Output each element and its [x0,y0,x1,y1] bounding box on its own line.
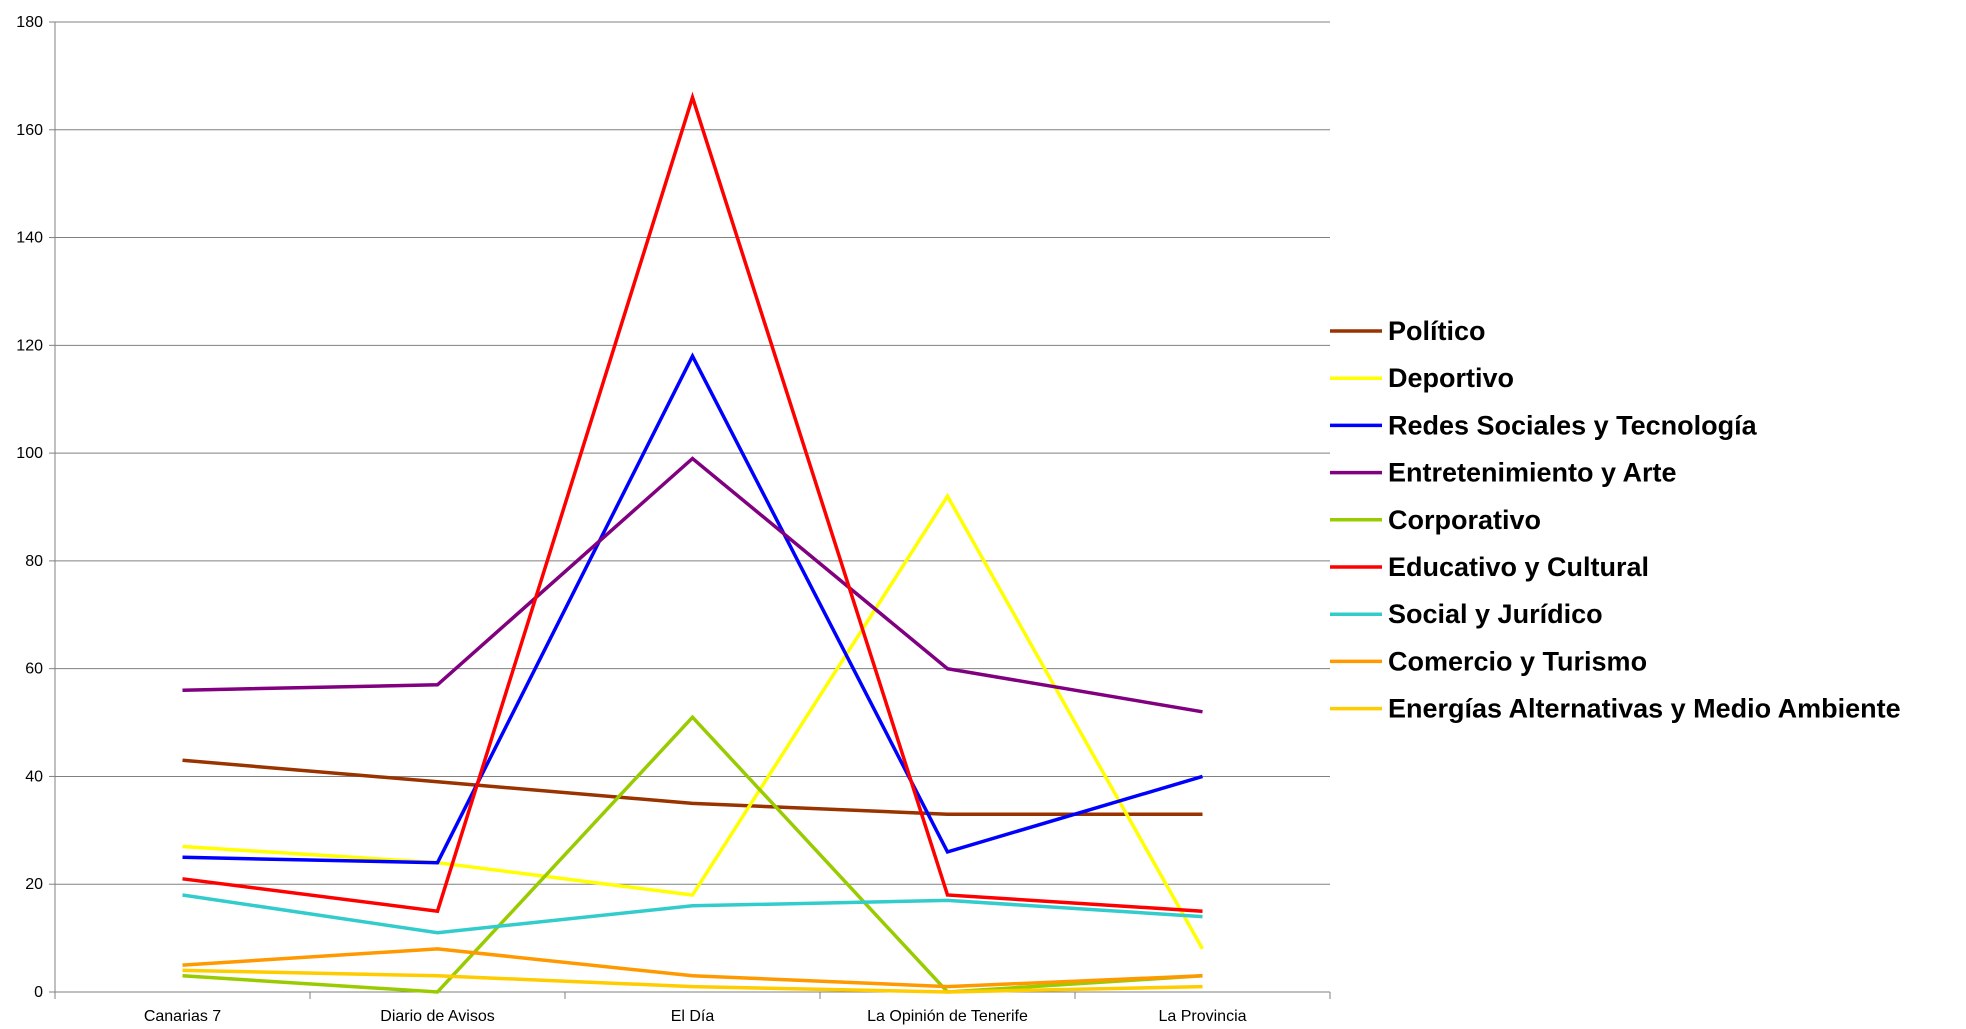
legend-item: Redes Sociales y Tecnología [1330,410,1758,440]
y-tick-label: 40 [25,768,43,785]
grid-lines [55,21,1330,885]
series-line-7 [182,947,1203,989]
legend-label: Político [1388,316,1486,346]
legend-item: Deportivo [1330,363,1514,393]
legend-label: Energías Alternativas y Medio Ambiente [1388,694,1901,724]
legend-item: Corporativo [1330,505,1541,535]
series-line-8 [182,968,1203,994]
x-axis-ticks: Canarias 7 Diario de Avisos El Día La Opini… [54,992,1331,1025]
x-tick-label: La Provincia [1158,1008,1246,1025]
legend-label: Entretenimiento y Arte [1388,458,1677,488]
series-line-4 [182,714,1203,994]
x-tick-label: El Día [671,1008,715,1025]
y-tick-label: 80 [25,553,43,570]
series-line-2 [182,352,1203,865]
y-axis-ticks: 0 20 40 60 80 100 120 140 160 180 [16,14,55,1001]
legend-item: Político [1330,316,1486,346]
series-line-1 [182,492,1205,950]
y-tick-label: 100 [16,445,43,462]
y-tick-label: 180 [16,14,43,31]
legend: Político Deportivo Redes Sociales y Tecnol… [1330,316,1901,724]
x-tick-label: Diario de Avisos [380,1008,494,1025]
legend-label: Corporativo [1388,505,1541,535]
axes [54,22,1330,993]
legend-item: Comercio y Turismo [1330,646,1647,676]
y-tick-label: 140 [16,230,43,247]
series-line-6 [182,893,1203,935]
legend-label: Redes Sociales y Tecnología [1388,410,1758,440]
series-line-5 [182,91,1203,914]
legend-item: Educativo y Cultural [1330,552,1649,582]
series-line-0 [182,758,1203,816]
y-tick-label: 120 [16,337,43,354]
legend-label: Social y Jurídico [1388,599,1603,629]
legend-label: Comercio y Turismo [1388,646,1647,676]
legend-item: Entretenimiento y Arte [1330,458,1677,488]
legend-item: Social y Jurídico [1330,599,1603,629]
series-line-3 [182,456,1203,714]
x-tick-label: Canarias 7 [144,1008,221,1025]
y-tick-label: 160 [16,122,43,139]
x-tick-label: La Opinión de Tenerife [867,1008,1028,1025]
y-tick-label: 60 [25,661,43,678]
y-tick-label: 20 [25,876,43,893]
series-lines [182,91,1205,994]
legend-item: Energías Alternativas y Medio Ambiente [1330,694,1901,724]
legend-label: Educativo y Cultural [1388,552,1649,582]
legend-label: Deportivo [1388,363,1514,393]
y-tick-label: 0 [34,984,43,1001]
